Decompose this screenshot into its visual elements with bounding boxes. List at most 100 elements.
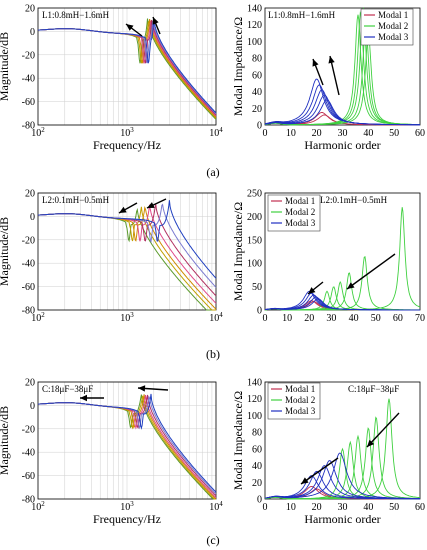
trend-arrow-0-head: [367, 439, 375, 447]
annotation-label: L2:0.1mH−0.5mH: [320, 195, 388, 205]
x-tick-label: 40: [363, 128, 373, 139]
y-tick-label: 20: [252, 104, 262, 115]
modal-curve: [264, 32, 421, 126]
modal-curve: [264, 452, 420, 499]
modal-curve: [264, 78, 420, 126]
trend-arrow-1-head: [301, 477, 309, 484]
y-axis-label: Modal Impedance/Ω: [231, 391, 245, 490]
trend-arrow-1-head: [138, 385, 146, 392]
y-tick-label: 250: [247, 189, 262, 200]
x-tick-label: 30: [338, 502, 348, 513]
x-tick-label: 10: [282, 313, 292, 324]
trend-arrow-0-head: [119, 206, 127, 213]
x-tick-label: 102: [31, 311, 45, 324]
x-tick-label: 30: [338, 128, 348, 139]
x-tick-label: 102: [31, 500, 45, 513]
panel-label-b: (b): [206, 347, 220, 361]
x-tick-label: 0: [263, 313, 268, 324]
modal-curve: [264, 440, 420, 500]
modal-curve: [264, 470, 420, 500]
legend-entry: Modal 1: [285, 196, 315, 206]
plot-frame: [37, 192, 217, 311]
modal-curve: [264, 207, 421, 311]
y-tick-label: 40: [252, 87, 262, 98]
modal-curve: [265, 298, 420, 311]
y-axis-label: Magnitude/dB: [0, 406, 11, 475]
x-axis-label: Frequency/Hz: [93, 512, 161, 526]
x-tick-label: 40: [349, 313, 359, 324]
y-axis-label: Modal Impedance/Ω: [231, 202, 245, 301]
x-tick-label: 10: [286, 502, 296, 513]
legend-entry: Modal 2: [285, 395, 315, 405]
y-tick-label: 40: [252, 461, 262, 472]
plot-frame: [37, 381, 217, 500]
y-axis-label: Magnitude/dB: [0, 217, 11, 286]
y-tick-label: 150: [247, 235, 262, 246]
y-tick-label: 0: [30, 401, 35, 412]
y-tick-label: -20: [22, 235, 35, 246]
y-tick-label: 50: [252, 282, 262, 293]
x-tick-label: 50: [389, 502, 399, 513]
y-tick-label: -80: [22, 306, 35, 317]
trend-arrow-0-head: [126, 24, 134, 31]
chart-c-modal: 0 20 40 60 80 100 120 140 0 10 20 30 40 50 60 C:18μF−38…: [231, 378, 425, 527]
x-tick-label: 50: [389, 128, 399, 139]
y-tick-label: 200: [247, 212, 262, 223]
y-tick-label: 0: [30, 212, 35, 223]
trend-arrow-1-head: [147, 202, 155, 208]
modal-curve: [264, 84, 420, 126]
trend-arrow-0-head: [312, 59, 319, 67]
panel-label-c: (c): [206, 533, 219, 547]
x-tick-label: 0: [263, 128, 268, 139]
x-tick-label: 40: [363, 502, 373, 513]
trend-arrow-1-shaft: [300, 457, 339, 485]
y-tick-label: -60: [22, 97, 35, 108]
y-tick-label: 20: [25, 4, 35, 15]
y-tick-label: -40: [22, 259, 35, 270]
y-tick-label: 20: [252, 478, 262, 489]
modal-curve: [264, 398, 421, 500]
annotation-label: L2:0.1mH−0.5mH: [42, 195, 110, 205]
y-tick-label: 60: [252, 70, 262, 81]
legend-entry: Modal 1: [378, 10, 408, 20]
chart-a-modal: 0 20 40 60 80 100 120 140 0 10 20 30 40 50 60 L1:0.8mH−…: [231, 4, 425, 153]
annotation-label: L1:0.8mH−1.6mH: [268, 10, 336, 20]
plot-frame: [264, 7, 421, 126]
x-axis-label: Harmonic order: [304, 138, 380, 152]
trend-arrow-0-shaft: [346, 253, 396, 290]
legend-box: [267, 382, 321, 420]
x-tick-label: 103: [120, 311, 134, 324]
x-tick-label: 60: [415, 128, 425, 139]
panel-label-a: (a): [206, 165, 219, 179]
chart-b-modal: 0 50 100 150 200 250 0 10 20 30 40 50 60 70 L2:0.1mH−0…: [231, 189, 425, 325]
x-tick-label: 20: [312, 502, 322, 513]
trend-arrow-1-head: [308, 287, 316, 294]
bode-curve: [38, 19, 217, 114]
y-tick-label: -80: [22, 495, 35, 506]
y-axis-label: Modal Impedance/Ω: [231, 17, 245, 116]
y-tick-label: 0: [257, 306, 262, 317]
legend-entry: Modal 3: [285, 218, 316, 228]
plot-frame: [37, 7, 217, 126]
annotation-label: L1:0.8mH−1.6mH: [42, 10, 110, 20]
x-tick-label: 102: [31, 126, 45, 139]
legend-entry: Modal 1: [285, 384, 315, 394]
y-tick-label: -60: [22, 282, 35, 293]
y-tick-label: -20: [22, 424, 35, 435]
x-tick-label: 30: [326, 313, 336, 324]
y-tick-label: 120: [247, 394, 262, 405]
bode-curve: [38, 393, 217, 493]
y-tick-label: 140: [247, 4, 262, 15]
y-tick-label: 80: [252, 428, 262, 439]
y-tick-label: 0: [30, 27, 35, 38]
y-tick-label: 60: [252, 444, 262, 455]
legend-entry: Modal 2: [378, 21, 408, 31]
y-tick-label: 0: [257, 121, 262, 132]
y-tick-label: -40: [22, 74, 35, 85]
modal-curve: [264, 99, 420, 126]
x-tick-label: 20: [304, 313, 314, 324]
annotation-label: C:18μF−38μF: [348, 384, 399, 394]
y-tick-label: 0: [257, 495, 262, 506]
x-axis-label: Harmonic order: [304, 512, 380, 526]
